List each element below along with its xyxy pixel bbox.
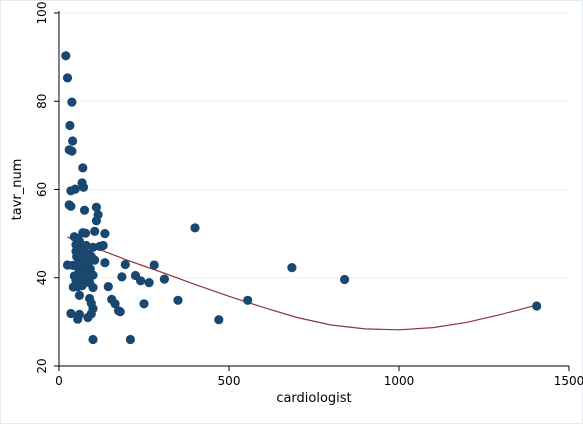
data-points <box>61 51 542 345</box>
data-point <box>73 314 83 324</box>
x-tick-label: 500 <box>218 374 241 388</box>
gridlines <box>60 12 569 367</box>
data-point <box>79 205 90 215</box>
fit-line-layer <box>67 236 537 331</box>
data-point <box>100 258 110 268</box>
data-point <box>61 51 71 61</box>
data-point <box>90 255 100 265</box>
data-point <box>532 301 542 311</box>
data-point <box>88 270 98 280</box>
data-point <box>190 223 200 233</box>
data-point <box>110 299 120 309</box>
data-point <box>144 278 154 288</box>
data-point <box>65 120 75 131</box>
data-point <box>66 201 76 211</box>
data-point <box>78 182 89 192</box>
data-point <box>62 73 73 83</box>
data-point <box>159 274 169 284</box>
data-point <box>117 272 127 282</box>
x-tick-label: 0 <box>55 374 63 388</box>
data-point <box>66 308 76 319</box>
y-tick-label: 40 <box>35 270 49 285</box>
data-point <box>98 240 108 251</box>
data-point <box>83 312 93 323</box>
data-point <box>88 242 98 252</box>
data-point <box>90 226 100 236</box>
data-point <box>120 259 130 270</box>
data-point <box>287 263 297 273</box>
data-point <box>77 281 87 291</box>
x-axis-title: cardiologist <box>276 391 351 406</box>
data-point <box>91 202 101 212</box>
data-point <box>88 334 98 345</box>
y-tick-label: 80 <box>35 94 49 109</box>
data-point <box>125 334 135 345</box>
data-point <box>74 290 84 300</box>
data-point <box>149 260 159 270</box>
data-point <box>115 307 125 317</box>
x-tick-label: 1500 <box>554 374 583 388</box>
data-point <box>243 295 253 305</box>
data-point <box>103 282 113 292</box>
data-point <box>214 315 224 325</box>
x-tick-label: 1000 <box>384 374 415 388</box>
data-point <box>91 216 101 226</box>
data-point <box>88 282 98 293</box>
y-tick-label: 100 <box>35 2 49 25</box>
data-point <box>68 136 78 146</box>
data-point <box>100 229 110 239</box>
data-point <box>78 163 88 173</box>
data-point <box>80 228 91 238</box>
y-axis-title: tavr_num <box>10 159 25 221</box>
data-point <box>67 97 77 107</box>
data-point <box>340 274 350 285</box>
fit-line <box>67 236 537 331</box>
y-tick-label: 60 <box>35 182 49 197</box>
data-point <box>67 146 77 156</box>
data-point <box>136 276 146 286</box>
data-point <box>70 184 80 194</box>
data-point <box>173 295 183 305</box>
data-point <box>139 299 149 309</box>
y-tick-label: 20 <box>35 358 49 373</box>
